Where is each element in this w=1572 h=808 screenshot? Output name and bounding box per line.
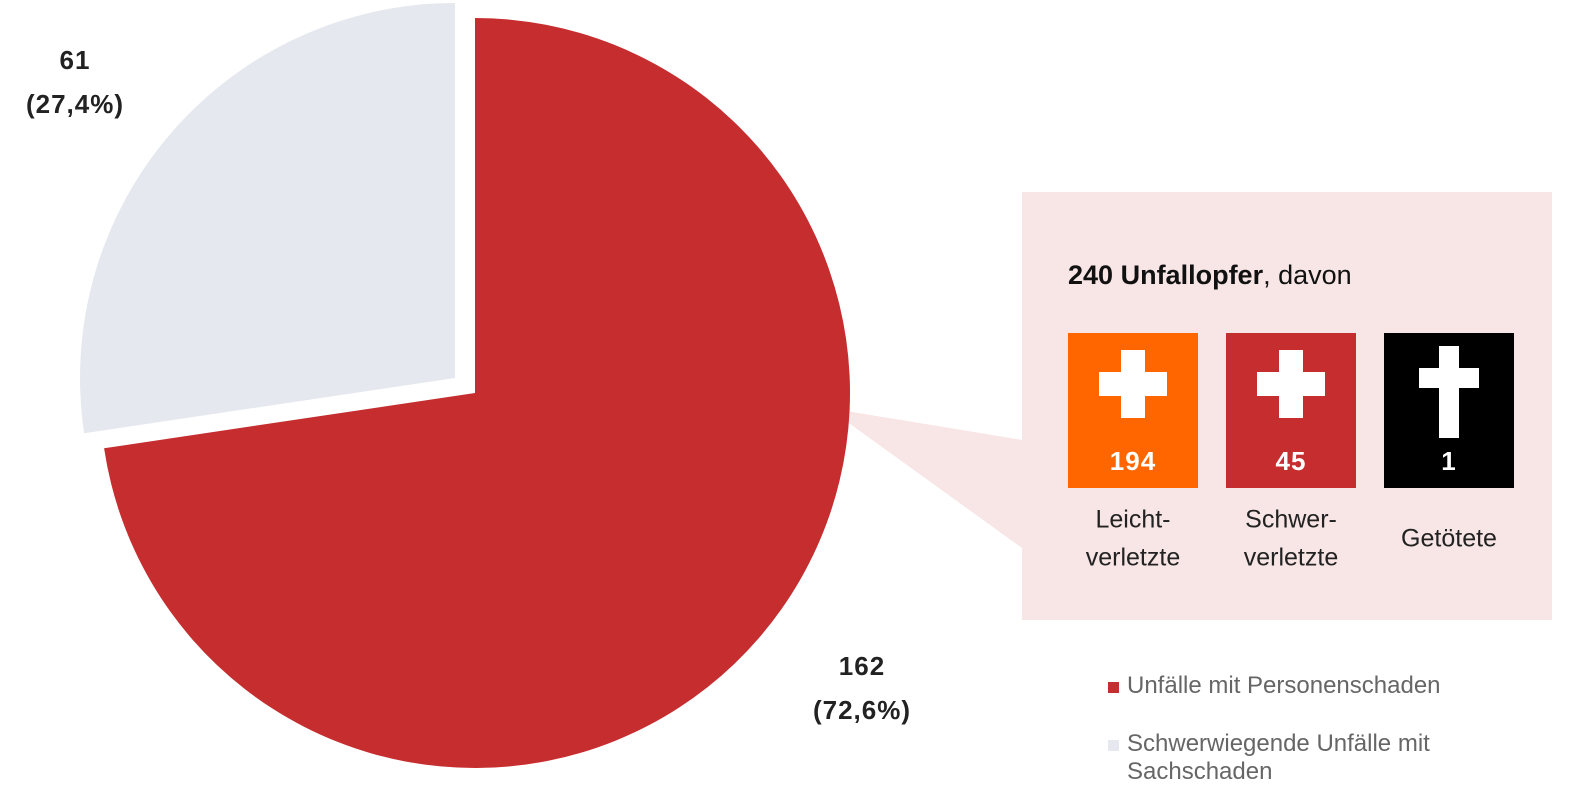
cross [1419, 368, 1479, 388]
icon-label: verletzte [1086, 544, 1180, 572]
total: 240 [1068, 260, 1113, 290]
legend-item: Schwerwiegende Unfälle mit Sachschaden [1108, 730, 1548, 786]
suffix: , davon [1263, 260, 1352, 290]
pie-slice [104, 18, 850, 768]
legend-label: Unfälle mit Personenschaden [1127, 672, 1441, 699]
icon-label: verletzte [1244, 544, 1338, 572]
cross [1099, 372, 1167, 396]
value-label: 162 [839, 651, 885, 681]
pie-slice [79, 3, 455, 434]
callout-pointer [828, 408, 1022, 548]
legend-item: Unfälle mit Personenschaden [1108, 672, 1548, 700]
legend-label: Schwerwiegende Unfälle mit Sachschaden [1127, 730, 1430, 785]
cross [1257, 372, 1325, 396]
icon-label: Leicht- [1095, 506, 1170, 534]
icon-count: 45 [1276, 446, 1307, 476]
legend-swatch [1108, 682, 1119, 693]
share-label: (27,4%) [26, 89, 124, 119]
total-word: Unfallopfer [1121, 260, 1264, 290]
share-label: (72,6%) [813, 695, 911, 725]
legend-swatch [1108, 740, 1119, 751]
infobox-title: 240 Unfallopfer, davon [1068, 260, 1352, 290]
legend: Unfälle mit Personenschaden Schwerwiegend… [1108, 672, 1548, 808]
icon-count: 1 [1441, 446, 1456, 476]
value-label: 61 [60, 45, 91, 75]
icon-label: Schwer- [1245, 506, 1337, 534]
icon-label: Getötete [1401, 525, 1497, 553]
cross [1439, 346, 1459, 438]
icon-count: 194 [1110, 446, 1156, 476]
